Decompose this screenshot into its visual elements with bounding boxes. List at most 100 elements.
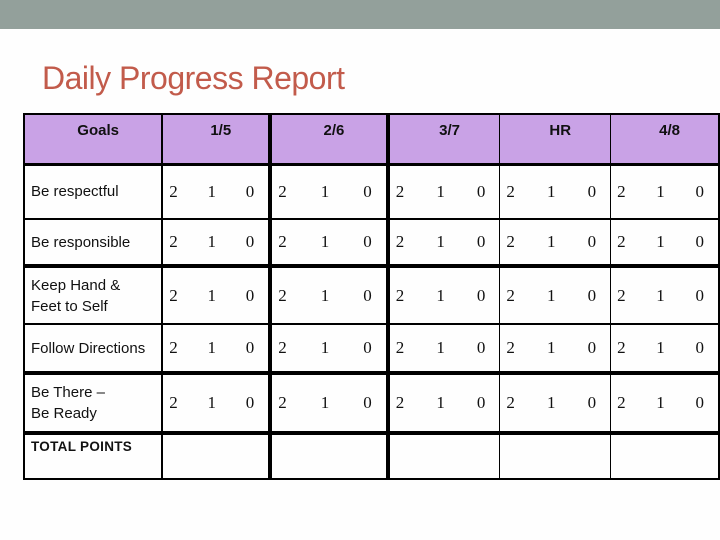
score-value: 1	[320, 232, 330, 251]
score-value: 0	[587, 232, 597, 251]
score-group: 2 1 0	[612, 232, 717, 252]
score-group: 2 1 0	[273, 182, 385, 202]
score-value: 2	[506, 393, 515, 412]
score-value: 2	[395, 285, 405, 305]
score-value: 2	[506, 338, 515, 357]
score-value: 0	[363, 232, 372, 251]
score-value: 2	[617, 232, 626, 251]
table-row: Be There – Be Ready 2 1 0 2 1 0 2 1 0 2 1 0 2 1 0	[24, 373, 719, 433]
score-cell: 2 1 0	[385, 219, 500, 266]
score-value: 1	[436, 285, 445, 305]
score-cell: 2 1 0	[385, 266, 500, 324]
score-value: 1	[320, 181, 330, 201]
score-value: 2	[278, 232, 287, 251]
score-cell: 2 1 0	[610, 164, 719, 219]
score-value: 0	[587, 393, 597, 412]
score-group: 2 1 0	[164, 182, 267, 202]
score-cell: 2 1 0	[161, 219, 271, 266]
goal-label-cell: Follow Directions	[31, 339, 146, 357]
score-value: 0	[587, 181, 597, 201]
score-value: 0	[363, 285, 372, 305]
header-cell-4-8: 4/8	[610, 114, 719, 164]
header-cell-2-6: 2/6	[268, 114, 388, 164]
score-value: 2	[278, 393, 287, 412]
score-cell: 2 1 0	[610, 324, 719, 373]
score-cell: 2 1 0	[268, 324, 388, 373]
score-group: 2 1 0	[501, 182, 609, 202]
score-group: 2 1 0	[273, 393, 385, 413]
score-value: 2	[169, 393, 178, 412]
score-group: 2 1 0	[391, 232, 499, 252]
score-cell: 2 1 0	[385, 373, 500, 433]
score-cell: 2 1 0	[499, 266, 611, 324]
score-value: 1	[207, 181, 217, 201]
score-value: 1	[656, 181, 665, 201]
score-group: 2 1 0	[164, 286, 267, 306]
score-value: 2	[506, 232, 515, 251]
score-value: 2	[395, 393, 405, 412]
score-value: 0	[245, 285, 255, 305]
score-value: 1	[656, 338, 665, 357]
table-row: Keep Hand & Feet to Self 2 1 0 2 1 0 2 1 0 2 1 0 2 1 0	[24, 266, 719, 324]
goal-label-cell: Be respectful	[31, 183, 119, 201]
score-group: 2 1 0	[612, 393, 717, 413]
score-value: 1	[436, 393, 445, 412]
score-cell	[268, 433, 388, 479]
score-cell: 2 1 0	[161, 324, 271, 373]
daily-progress-table: Goals 1/5 2/6 3/7 HR 4/8 Be respectful 2 1 0 2 1 0 2…	[23, 113, 720, 480]
score-value: 1	[547, 393, 556, 412]
goal-label-cell: TOTAL POINTS	[31, 439, 133, 454]
goal-label-cell: Be responsible	[31, 233, 131, 251]
score-value: 2	[506, 181, 515, 201]
score-cell: 2 1 0	[268, 164, 388, 219]
score-value: 0	[695, 285, 704, 305]
score-value: 2	[395, 181, 405, 201]
score-value: 1	[656, 393, 665, 412]
score-group: 2 1 0	[164, 338, 267, 358]
score-value: 2	[395, 232, 405, 251]
score-cell	[385, 433, 500, 479]
score-value: 0	[695, 232, 704, 251]
score-group: 2 1 0	[273, 232, 385, 252]
score-cell: 2 1 0	[610, 266, 719, 324]
score-group: 2 1 0	[612, 182, 717, 202]
score-cell	[610, 433, 719, 479]
score-value: 1	[547, 181, 556, 201]
score-value: 1	[436, 181, 445, 201]
score-cell: 2 1 0	[499, 324, 611, 373]
score-group: 2 1 0	[391, 393, 499, 413]
score-value: 0	[476, 232, 486, 251]
score-value: 2	[278, 181, 287, 201]
score-value: 0	[363, 181, 372, 201]
table-row: TOTAL POINTS	[24, 433, 719, 479]
score-group: 2 1 0	[391, 338, 499, 358]
goal-label-cell: Keep Hand & Feet to Self	[31, 276, 121, 315]
score-value: 0	[245, 181, 255, 201]
score-value: 2	[617, 181, 626, 201]
score-group: 2 1 0	[501, 338, 609, 358]
top-accent-band	[0, 0, 720, 29]
score-value: 0	[245, 232, 255, 251]
score-value: 1	[207, 393, 217, 412]
score-cell	[499, 433, 611, 479]
goal-label-cell: Be There – Be Ready	[31, 384, 105, 422]
table-head: Goals 1/5 2/6 3/7 HR 4/8	[24, 114, 719, 164]
score-value: 0	[245, 338, 255, 357]
score-value: 0	[695, 338, 704, 357]
score-cell: 2 1 0	[385, 324, 500, 373]
header-cell-1-5: 1/5	[161, 114, 271, 164]
score-group: 2 1 0	[391, 286, 499, 306]
score-cell: 2 1 0	[161, 373, 271, 433]
score-value: 1	[547, 285, 556, 305]
score-value: 2	[617, 393, 626, 412]
score-value: 1	[320, 338, 330, 357]
header-cell-hr: HR	[499, 114, 611, 164]
score-cell	[161, 433, 271, 479]
score-value: 2	[169, 181, 178, 201]
score-value: 0	[476, 181, 486, 201]
score-value: 0	[587, 338, 597, 357]
score-value: 0	[695, 181, 704, 201]
score-value: 0	[476, 285, 486, 305]
score-group: 2 1 0	[164, 393, 267, 413]
